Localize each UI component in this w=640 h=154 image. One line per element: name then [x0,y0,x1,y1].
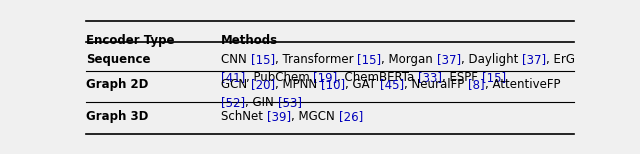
Text: , ErG: , ErG [547,53,575,66]
Text: , NeuralFP: , NeuralFP [404,78,468,91]
Text: , GAT: , GAT [346,78,380,91]
Text: [53]: [53] [278,95,302,109]
Text: [10]: [10] [321,78,346,91]
Text: [37]: [37] [437,53,461,66]
Text: [15]: [15] [482,71,506,84]
Text: SchNet: SchNet [221,110,267,123]
Text: , GIN: , GIN [246,95,278,109]
Text: , PubChem: , PubChem [246,71,313,84]
Text: [8]: [8] [468,78,485,91]
Text: , Daylight: , Daylight [461,53,522,66]
Text: CNN: CNN [221,53,251,66]
Text: [26]: [26] [339,110,363,123]
Text: [33]: [33] [419,71,442,84]
Text: Encoder Type: Encoder Type [86,34,175,47]
Text: [45]: [45] [380,78,404,91]
Text: [19]: [19] [313,71,337,84]
Text: , AttentiveFP: , AttentiveFP [485,78,561,91]
Text: , Morgan: , Morgan [381,53,437,66]
Text: [41]: [41] [221,71,246,84]
Text: , MGCN: , MGCN [291,110,339,123]
Text: [15]: [15] [251,53,275,66]
Text: Methods: Methods [221,34,278,47]
Text: GCN: GCN [221,78,252,91]
Text: , Transformer: , Transformer [275,53,357,66]
Text: [20]: [20] [252,78,275,91]
Text: [37]: [37] [522,53,547,66]
Text: , MPNN: , MPNN [275,78,321,91]
Text: , ESPF: , ESPF [442,71,482,84]
Text: [52]: [52] [221,95,246,109]
Text: Sequence: Sequence [86,53,150,66]
Text: [15]: [15] [357,53,381,66]
Text: Graph 2D: Graph 2D [86,78,148,91]
Text: Graph 3D: Graph 3D [86,110,148,123]
Text: [39]: [39] [267,110,291,123]
Text: , ChemBERTa: , ChemBERTa [337,71,419,84]
